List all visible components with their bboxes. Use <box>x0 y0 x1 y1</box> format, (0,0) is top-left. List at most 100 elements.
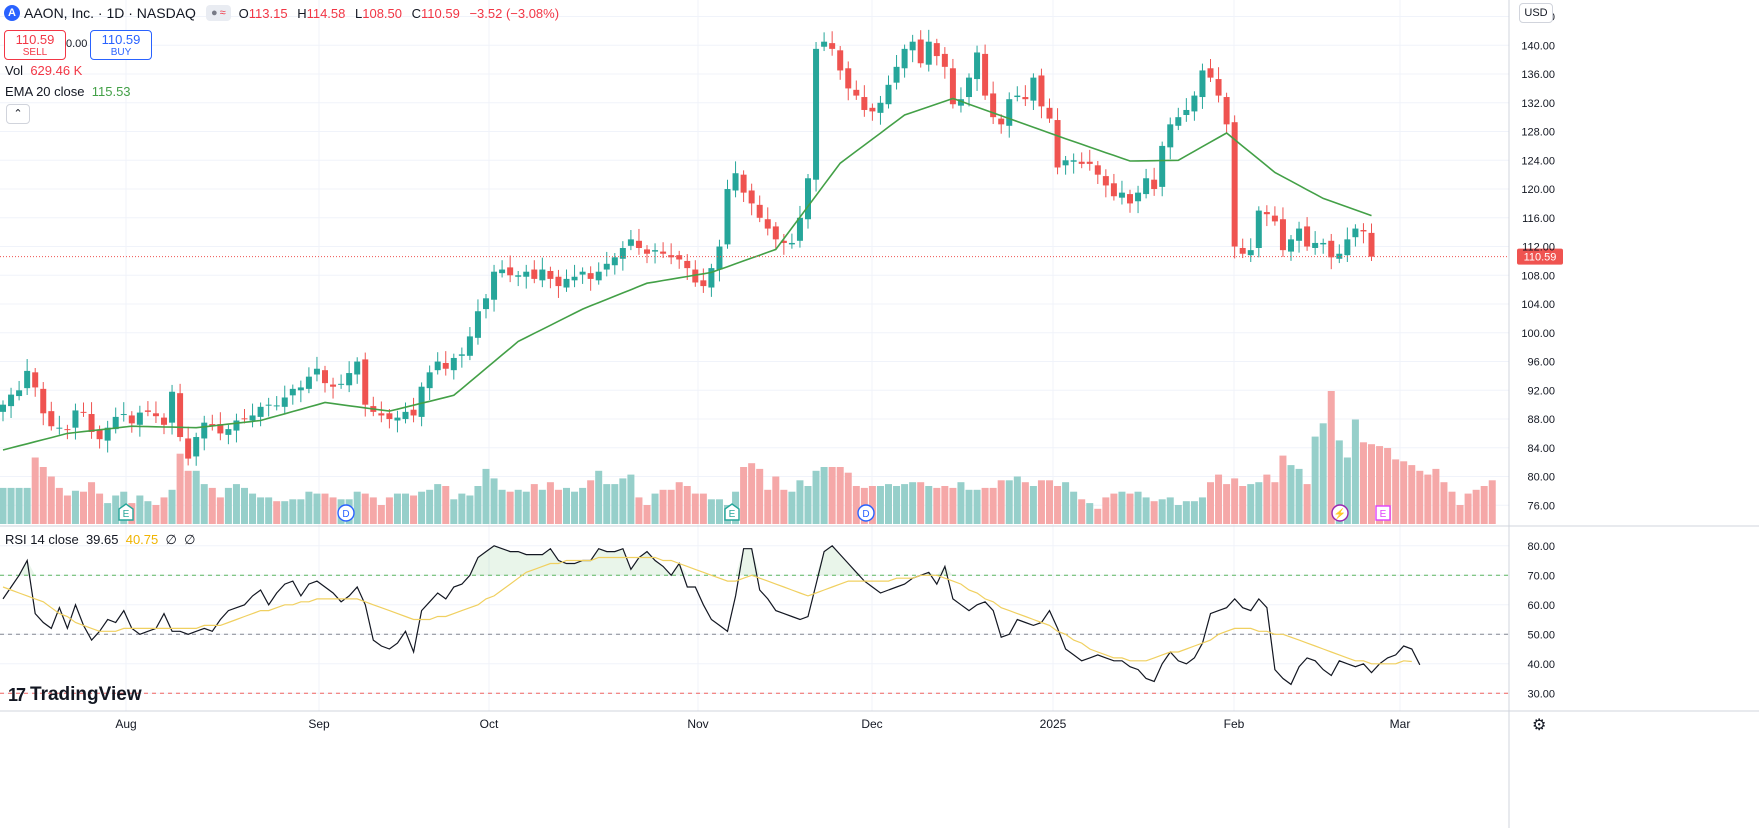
gear-icon[interactable]: ⚙ <box>1532 717 1547 734</box>
candle-body <box>708 268 715 288</box>
volume-bar <box>844 472 852 524</box>
candle-body <box>112 416 119 430</box>
volume-bar <box>651 493 659 524</box>
candle <box>1086 149 1093 171</box>
candle <box>523 264 530 289</box>
volume-bar <box>192 470 200 524</box>
candle-body <box>56 427 63 429</box>
tradingview-logo[interactable]: 17 TradingView <box>8 684 142 706</box>
ema-line <box>2 97 1372 451</box>
price-tick-label: 124.00 <box>1521 155 1555 167</box>
candle <box>1046 98 1053 123</box>
tradingview-mark-icon: 17 <box>8 684 26 705</box>
volume-bar <box>997 480 1005 524</box>
candle <box>1078 152 1085 169</box>
change-value: −3.52 (−3.08%) <box>469 5 560 21</box>
volume-bar <box>176 453 184 524</box>
buy-button[interactable]: 110.59 BUY <box>90 30 152 60</box>
candle <box>740 170 747 202</box>
rsi-legend[interactable]: RSI 14 close 39.65 40.75 ∅ ∅ <box>5 532 195 548</box>
candle <box>354 357 361 384</box>
rsi-tick-label: 60.00 <box>1527 600 1555 612</box>
volume-bar <box>1351 419 1359 524</box>
candle-body <box>587 273 594 279</box>
candle <box>0 400 6 422</box>
volume-bar <box>1392 459 1400 524</box>
candle <box>732 161 739 198</box>
price-tick-label: 132.00 <box>1521 98 1555 110</box>
volume-bar <box>538 489 546 524</box>
volume-bar <box>55 487 63 524</box>
volume-bar <box>1029 486 1037 524</box>
volume-bar <box>442 486 450 524</box>
volume-bar <box>490 478 498 524</box>
candle-body <box>458 354 465 356</box>
symbol-title[interactable]: AAON, Inc. · 1D · NASDAQ <box>24 5 196 21</box>
candle-body <box>1143 178 1150 195</box>
candle <box>386 408 393 429</box>
candle-body <box>507 267 514 276</box>
candle <box>338 374 345 389</box>
ema-legend[interactable]: EMA 20 close 115.53 <box>5 84 131 99</box>
price-tick-label: 140.00 <box>1521 40 1555 52</box>
candle <box>692 260 699 287</box>
candle-body <box>523 271 530 277</box>
candle-body <box>1296 228 1303 241</box>
currency-selector[interactable]: USD <box>1519 3 1553 23</box>
volume-legend[interactable]: Vol 629.46 K <box>5 63 82 78</box>
earnings-icon: E <box>724 503 740 521</box>
sell-button[interactable]: 110.59 SELL <box>4 30 66 60</box>
candle-body <box>684 260 691 269</box>
volume-bar <box>740 467 748 524</box>
price-tick-label: 104.00 <box>1521 299 1555 311</box>
volume-bar <box>957 482 965 524</box>
candle-body <box>853 89 860 96</box>
volume-bar <box>852 486 860 524</box>
volume-bar <box>474 486 482 524</box>
candle <box>217 412 224 441</box>
time-axis-label: Dec <box>861 717 882 731</box>
volume-bar <box>1359 442 1367 524</box>
candle <box>724 179 731 249</box>
candle <box>595 262 602 285</box>
price-tick-label: 112.00 <box>1522 242 1555 254</box>
volume-bar <box>1432 468 1440 524</box>
price-tick-label: 88.00 <box>1527 414 1555 426</box>
candle <box>40 382 47 426</box>
candle <box>1135 185 1142 214</box>
candle <box>410 397 417 423</box>
candle <box>925 29 932 72</box>
volume-bar <box>257 497 265 524</box>
candle-body <box>909 41 916 51</box>
volume-bar <box>31 457 39 524</box>
candle <box>813 42 820 192</box>
candle-body <box>225 429 232 435</box>
candle <box>805 173 811 229</box>
candle <box>1320 238 1327 254</box>
candle <box>869 103 876 121</box>
close-label: C <box>411 5 422 21</box>
collapse-legend-button[interactable]: ⌃ <box>6 104 30 124</box>
candle <box>193 432 200 466</box>
candle <box>1038 68 1045 119</box>
volume-bar <box>546 482 554 524</box>
price-tick-label: 136.00 <box>1521 69 1555 81</box>
candle <box>627 230 634 251</box>
volume-bar <box>1488 480 1496 524</box>
candle-body <box>1304 226 1311 247</box>
candle-body <box>1320 242 1327 245</box>
candle-body <box>265 404 272 406</box>
candle-body <box>64 429 71 431</box>
spread-value: 0.00 <box>66 38 88 50</box>
volume-bar <box>1142 497 1150 524</box>
candle <box>1368 223 1375 261</box>
volume-bar <box>232 484 240 524</box>
volume-bar <box>273 501 281 524</box>
candle <box>1304 217 1311 251</box>
candle-body <box>845 68 852 89</box>
candle <box>949 58 956 109</box>
candle-body <box>313 368 320 375</box>
rsi-extra-2: ∅ <box>184 532 196 547</box>
market-status-pill[interactable]: ● ≈ <box>205 5 231 21</box>
